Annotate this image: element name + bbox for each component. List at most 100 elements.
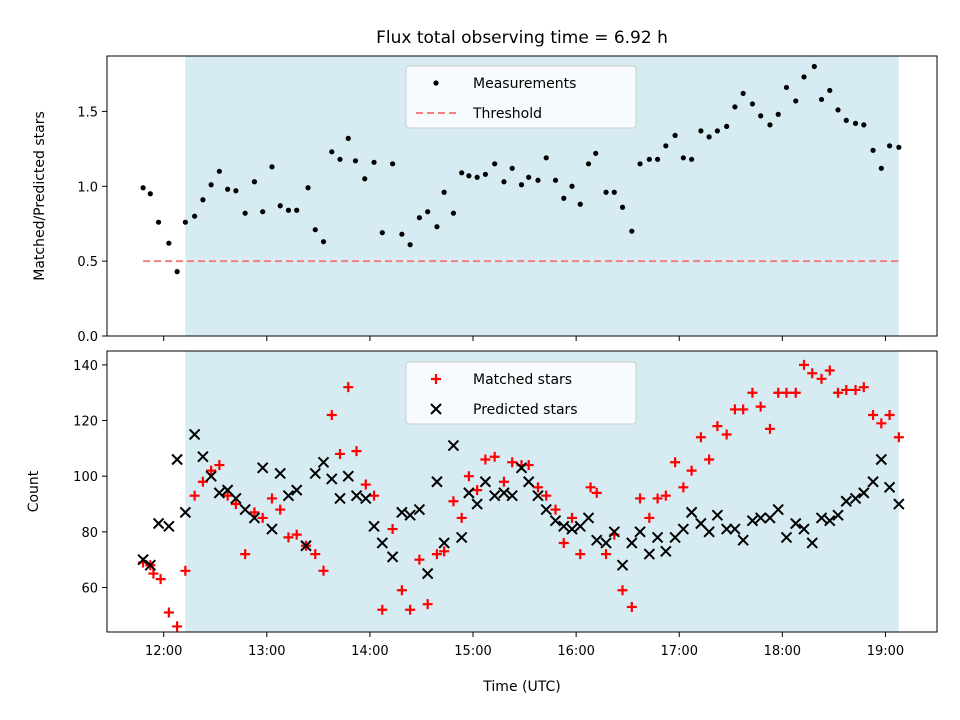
data-point [833,387,844,398]
data-point [849,492,862,505]
data-point [561,195,567,201]
data-point [582,512,595,524]
data-point [626,537,638,549]
data-point [422,599,433,610]
data-point [188,428,201,441]
data-point [532,489,544,502]
data-point [550,504,561,515]
data-point [390,161,396,167]
data-point [540,503,552,516]
legend: Measurements Threshold [405,65,637,129]
data-point [689,156,695,162]
data-point [360,492,372,505]
data-point [652,493,663,504]
data-point [783,84,790,91]
data-point [724,123,730,129]
data-point [827,87,833,94]
x-tick-label: 12:00 [145,644,182,659]
data-point [870,147,876,153]
data-point [425,209,431,215]
data-point [884,409,895,420]
data-point [251,179,258,185]
legend-swatch [431,374,441,384]
y-axis-label: Matched/Predicted stars [32,111,48,281]
data-point [291,529,302,540]
data-point [256,462,269,474]
legend-swatch [430,403,442,415]
data-point [285,207,292,213]
panel-2: 60 80 100 120 140 12:00 13:00 14:00 15:00 16:00 17… [26,350,938,659]
data-point [479,476,492,488]
series-predicted-stars [137,428,905,580]
data-point [672,132,678,138]
data-point [569,183,575,189]
x-tick-label: 14:00 [351,644,388,659]
data-point [712,421,723,432]
data-point [163,520,175,532]
data-point [541,490,552,501]
legend-box [405,65,637,129]
data-point [852,120,859,126]
x-axis-label: Time (UTC) [482,679,560,695]
data-point [670,457,681,468]
data-point [754,512,767,524]
data-point [720,523,733,535]
data-point [601,549,612,560]
data-point [591,487,602,498]
data-point [197,476,208,487]
data-point [450,210,457,216]
data-point [764,423,775,434]
y-tick-label: 140 [73,359,98,374]
data-point [396,585,407,596]
data-point [329,149,335,155]
data-point [507,457,518,468]
data-point [737,534,749,546]
data-point [416,215,423,221]
data-point [886,143,893,149]
data-point [767,122,773,128]
data-point [651,531,664,544]
data-point [482,171,488,177]
data-point [498,476,509,487]
data-point [616,559,629,571]
data-point [893,498,905,510]
data-point [222,490,233,501]
legend-swatch [433,80,439,86]
data-point [549,515,562,527]
data-point [617,585,628,596]
data-point [239,503,251,516]
data-point [362,176,368,182]
data-point [320,239,327,245]
data-point [431,549,442,560]
data-point [608,526,620,538]
legend-box [405,361,637,425]
data-point [558,520,570,532]
data-point [413,503,426,516]
data-point [593,150,599,156]
data-point [806,537,818,549]
data-point [635,493,646,504]
data-point [192,213,198,219]
data-point [277,203,283,209]
data-point [818,96,825,103]
data-point [704,454,715,465]
data-point [480,454,491,465]
data-point [216,168,222,174]
data-point [506,489,518,502]
data-point [459,170,465,176]
data-point [585,482,596,493]
data-point [793,98,799,104]
data-point [824,515,836,527]
data-point [509,165,515,171]
data-point [629,228,635,234]
data-point [721,429,732,440]
data-point [832,509,844,521]
legend: Matched stars Predicted stars [405,361,637,425]
data-point [242,210,248,216]
y-tick-label: 120 [73,415,98,430]
data-point [326,473,338,485]
data-point [305,185,311,191]
y-tick-label: 60 [81,581,98,596]
data-point [896,144,902,150]
